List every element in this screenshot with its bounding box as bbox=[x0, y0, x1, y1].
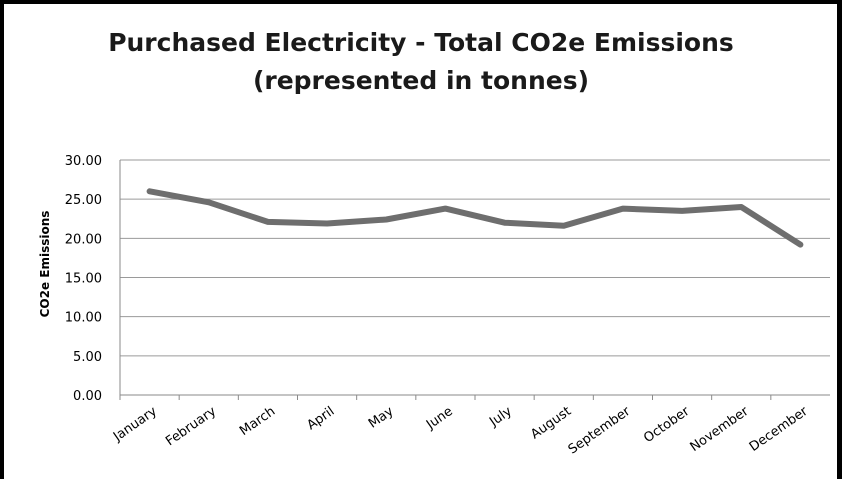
x-tick-label-march: March bbox=[237, 404, 278, 439]
chart-title-line-1: Purchased Electricity - Total CO2e Emiss… bbox=[108, 28, 734, 57]
x-tick-label-may: May bbox=[366, 404, 397, 432]
y-axis-label: CO2e Emissions bbox=[38, 211, 52, 318]
y-tick-label: 10.00 bbox=[65, 311, 102, 326]
y-tick-label: 25.00 bbox=[65, 193, 102, 208]
series-line-0 bbox=[146, 188, 804, 248]
series-group bbox=[146, 188, 804, 248]
y-tick-label: 30.00 bbox=[65, 154, 102, 169]
y-tick-label: 20.00 bbox=[65, 232, 102, 247]
x-tick-label-june: June bbox=[423, 404, 456, 433]
x-tick-label-november: November bbox=[688, 404, 753, 455]
x-tick-label-september: September bbox=[566, 404, 634, 458]
chart-title-line-2: (represented in tonnes) bbox=[252, 66, 590, 95]
y-tick-label: 0.00 bbox=[73, 389, 102, 404]
y-tick-labels: 0.00 5.00 10.00 15.00 20.00 25.00 30.00 bbox=[65, 154, 102, 404]
y-tick-label: 15.00 bbox=[65, 272, 102, 287]
x-tick-label-april: April bbox=[304, 404, 337, 433]
x-tick-label-july: July bbox=[486, 404, 515, 430]
x-tick-label-february: February bbox=[163, 404, 219, 450]
x-tick-label-october: October bbox=[641, 404, 693, 447]
gridlines bbox=[119, 159, 830, 400]
x-tick-label-august: August bbox=[528, 404, 574, 442]
x-tick-label-january: January bbox=[110, 404, 160, 445]
x-tick-labels: January February March April May June July Augu… bbox=[110, 404, 811, 458]
x-tick-label-december: December bbox=[747, 404, 811, 455]
y-tick-label: 5.00 bbox=[73, 350, 102, 365]
